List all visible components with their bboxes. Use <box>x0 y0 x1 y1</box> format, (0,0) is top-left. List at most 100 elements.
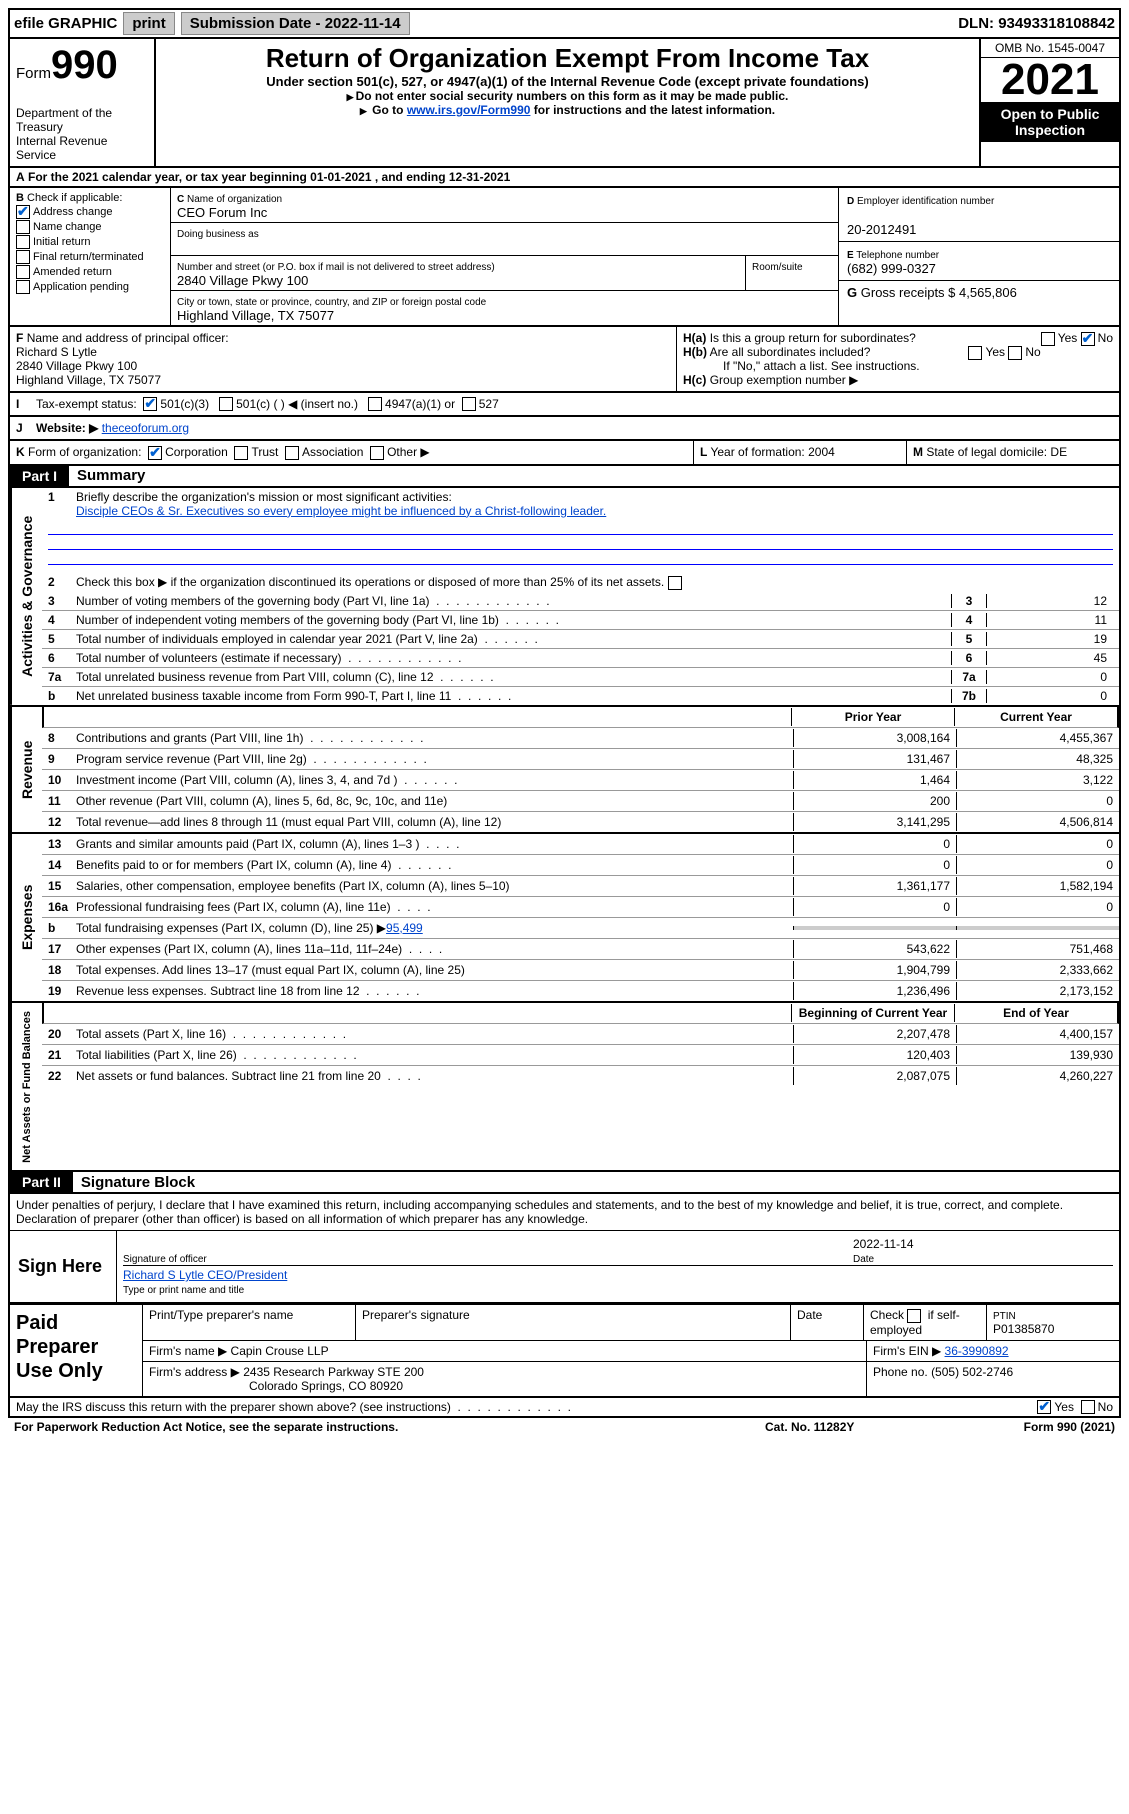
firm-phone: (505) 502-2746 <box>931 1365 1013 1379</box>
checkbox-icon[interactable] <box>234 446 248 460</box>
sig-date-label: Date <box>853 1254 874 1265</box>
goto-prefix: Go to <box>372 103 407 117</box>
sig-officer-label: Signature of officer <box>123 1254 207 1265</box>
part-2-header: Part II Signature Block <box>8 1172 1121 1194</box>
line-5-box: 5 <box>951 632 987 646</box>
k-label: K <box>16 445 25 459</box>
part-1-label: Part I <box>10 466 69 486</box>
check-amended-return[interactable]: Amended return <box>16 265 164 279</box>
line-8-prior: 3,008,164 <box>793 729 956 747</box>
line-7a-box: 7a <box>951 670 987 684</box>
irs-label: Internal Revenue Service <box>16 134 148 162</box>
ha-text: Is this a group return for subordinates? <box>710 331 916 345</box>
print-button[interactable]: print <box>123 12 174 35</box>
firm-ein[interactable]: 36-3990892 <box>945 1344 1009 1358</box>
line-20: 20Total assets (Part X, line 16)2,207,47… <box>42 1024 1119 1045</box>
hb-label: H(b) <box>683 345 707 359</box>
line-21-curr: 139,930 <box>956 1046 1119 1064</box>
checkbox-icon[interactable] <box>143 397 157 411</box>
line-18-prior: 1,904,799 <box>793 961 956 979</box>
part-1-title: Summary <box>69 467 145 484</box>
checkbox-icon[interactable] <box>368 397 382 411</box>
line-20-prior: 2,207,478 <box>793 1025 956 1043</box>
line-6-num: 6 <box>48 651 76 665</box>
line-16b: bTotal fundraising expenses (Part IX, co… <box>42 918 1119 939</box>
checkbox-icon[interactable] <box>370 446 384 460</box>
check-final-return[interactable]: Final return/terminated <box>16 250 164 264</box>
checkbox-icon[interactable] <box>285 446 299 460</box>
fundraising-total[interactable]: 95,499 <box>386 921 423 935</box>
checkbox-icon[interactable] <box>219 397 233 411</box>
checkbox-icon[interactable] <box>907 1309 921 1323</box>
checkbox-icon <box>16 280 30 294</box>
officer-name: Richard S Lytle <box>16 345 97 359</box>
line-9-prior: 131,467 <box>793 750 956 768</box>
line-7b-num: b <box>48 689 76 703</box>
checkbox-icon[interactable] <box>1081 1400 1095 1414</box>
tax-year: 2021 <box>981 58 1119 102</box>
checkbox-icon[interactable] <box>1081 332 1095 346</box>
line-12: 12Total revenue—add lines 8 through 11 (… <box>42 812 1119 832</box>
summary-revenue: Revenue Prior Year Current Year 8Contrib… <box>8 707 1121 834</box>
line-3-val: 12 <box>987 594 1113 608</box>
formation-year: 2004 <box>808 445 835 459</box>
checkbox-icon[interactable] <box>1037 1400 1051 1414</box>
dln-label: DLN: <box>958 15 998 32</box>
part-1-header: Part I Summary <box>8 466 1121 488</box>
check-application-pending[interactable]: Application pending <box>16 280 164 294</box>
submission-date-label: Submission Date - <box>190 15 325 32</box>
officer-name-title[interactable]: Richard S Lytle CEO/President <box>123 1268 287 1282</box>
discuss-text: May the IRS discuss this return with the… <box>16 1400 1037 1414</box>
suite-label: Room/suite <box>752 262 803 273</box>
line-2-num: 2 <box>48 575 76 589</box>
line-8: 8Contributions and grants (Part VIII, li… <box>42 728 1119 749</box>
line-14-prior: 0 <box>793 856 956 874</box>
line-22-prior: 2,087,075 <box>793 1067 956 1085</box>
line-16a-curr: 0 <box>956 898 1119 916</box>
line-7b-val: 0 <box>987 689 1113 703</box>
checkbox-icon[interactable] <box>968 346 982 360</box>
checkbox-icon <box>16 235 30 249</box>
line-3-box: 3 <box>951 594 987 608</box>
line-20-curr: 4,400,157 <box>956 1025 1119 1043</box>
checkbox-icon[interactable] <box>462 397 476 411</box>
form-title-block: Return of Organization Exempt From Incom… <box>156 39 979 166</box>
part-2-label: Part II <box>10 1172 73 1192</box>
page-footer: For Paperwork Reduction Act Notice, see … <box>8 1418 1121 1436</box>
part-2-title: Signature Block <box>73 1174 195 1191</box>
mission-rule-3 <box>48 550 1113 565</box>
form-word: Form <box>16 65 51 82</box>
line-10-prior: 1,464 <box>793 771 956 789</box>
line-17: 17Other expenses (Part IX, column (A), l… <box>42 939 1119 960</box>
firm-addr-label: Firm's address ▶ <box>149 1365 240 1379</box>
check-initial-return[interactable]: Initial return <box>16 235 164 249</box>
line-1-text: Briefly describe the organization's miss… <box>76 490 452 504</box>
irs-link[interactable]: www.irs.gov/Form990 <box>407 103 531 117</box>
prep-h4a: Check <box>870 1308 904 1322</box>
efile-topbar: efile GRAPHIC print Submission Date - 20… <box>8 8 1121 39</box>
checkbox-icon[interactable] <box>1008 346 1022 360</box>
check-address-change[interactable]: Address change <box>16 205 164 219</box>
form-title: Return of Organization Exempt From Incom… <box>162 43 973 74</box>
pra-notice: For Paperwork Reduction Act Notice, see … <box>14 1420 765 1434</box>
line-21-prior: 120,403 <box>793 1046 956 1064</box>
line-16b-c1 <box>793 926 956 930</box>
ein-value: 20-2012491 <box>847 222 916 237</box>
line-7a-num: 7a <box>48 670 76 684</box>
hdr-begin-year: Beginning of Current Year <box>791 1004 954 1022</box>
submission-date-button[interactable]: Submission Date - 2022-11-14 <box>181 12 410 35</box>
checkbox-icon[interactable] <box>668 576 682 590</box>
form-number-block: Form990 Department of the Treasury Inter… <box>10 39 156 166</box>
line-3-num: 3 <box>48 594 76 608</box>
checkbox-icon[interactable] <box>1041 332 1055 346</box>
a-text-1: For the 2021 calendar year, or tax year … <box>28 170 310 184</box>
year-block: OMB No. 1545-0047 2021 Open to Public In… <box>979 39 1119 166</box>
ptin-label: PTIN <box>993 1311 1016 1322</box>
hb-note: If "No," attach a list. See instructions… <box>683 359 1113 373</box>
mission-rule-1 <box>48 520 1113 535</box>
check-name-change[interactable]: Name change <box>16 220 164 234</box>
checkbox-icon[interactable] <box>148 446 162 460</box>
line-18-curr: 2,333,662 <box>956 961 1119 979</box>
website-link[interactable]: theceoforum.org <box>102 421 189 435</box>
mission-text[interactable]: Disciple CEOs & Sr. Executives so every … <box>76 504 606 518</box>
